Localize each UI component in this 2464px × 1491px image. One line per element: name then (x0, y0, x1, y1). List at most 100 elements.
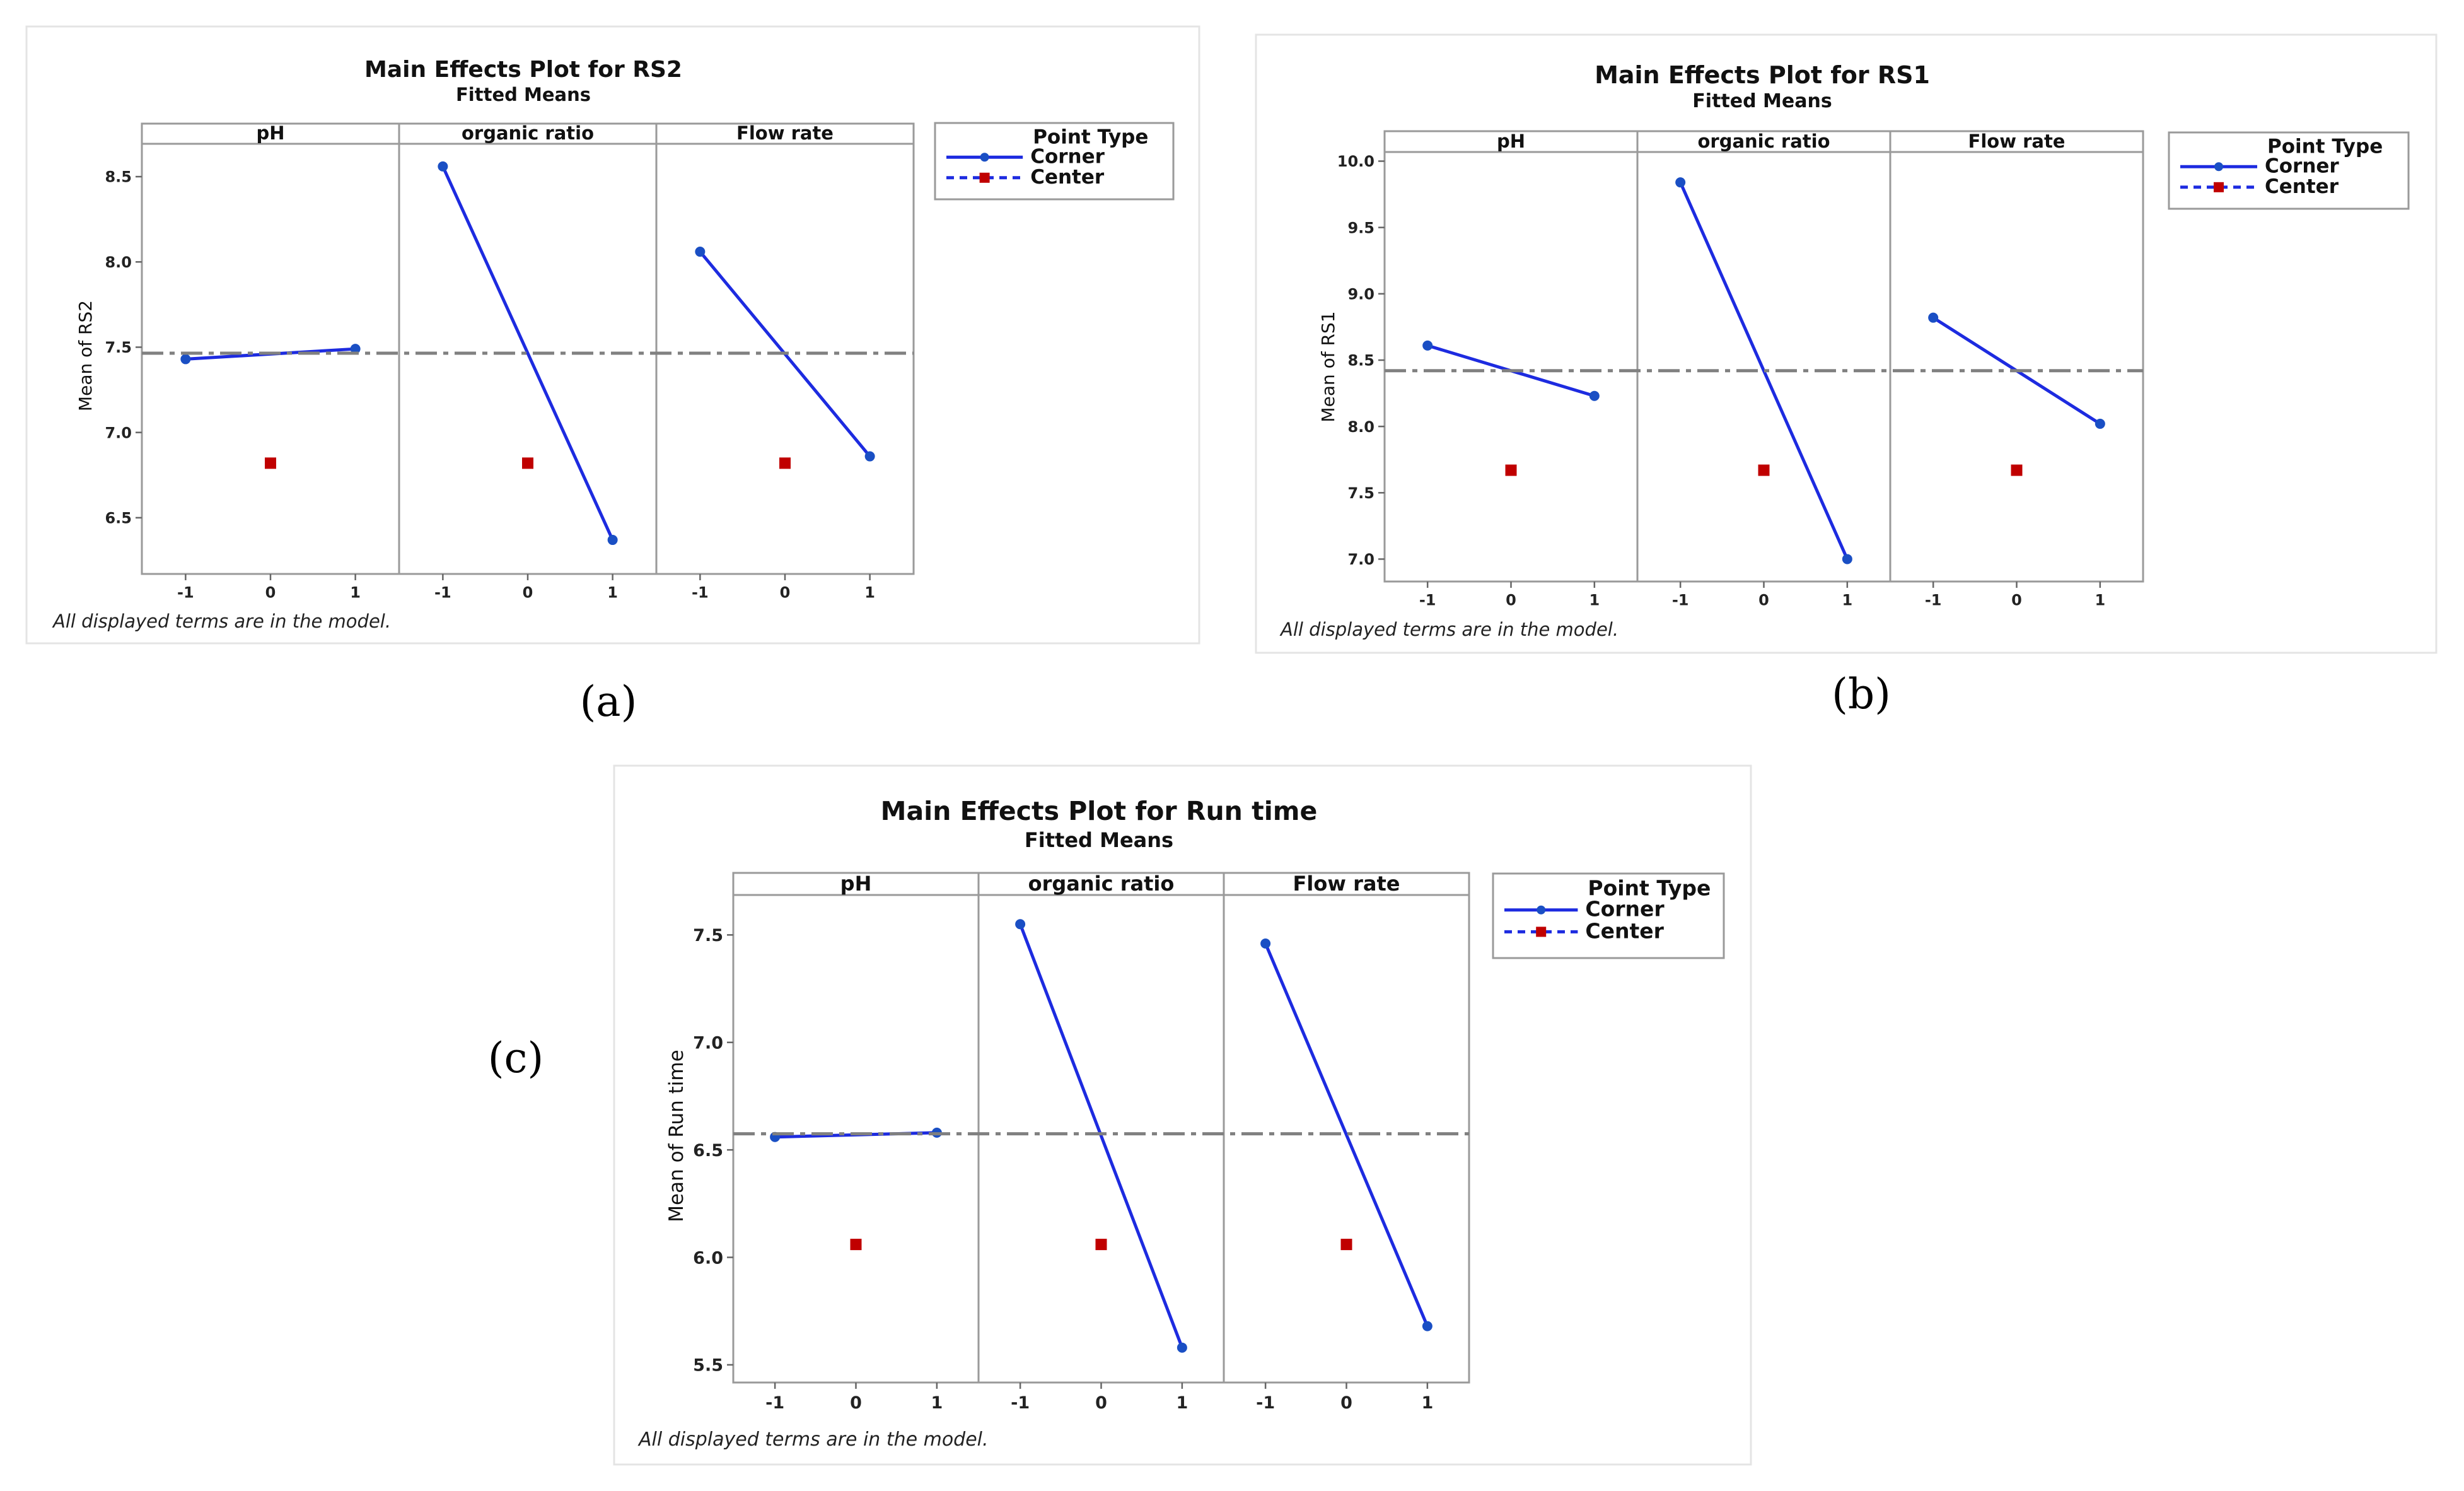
x-tick-label: -1 (765, 1393, 784, 1413)
factor-panel: organic ratio -1 0 1 (398, 122, 658, 602)
x-tick-label: 0 (523, 584, 533, 602)
panel-box (977, 872, 1225, 1384)
x-tick-label: 0 (1095, 1393, 1107, 1413)
strip-label: pH (1497, 131, 1525, 152)
center-point (522, 457, 533, 469)
center-point (1340, 1239, 1352, 1251)
y-tick-label: 6.0 (693, 1248, 723, 1268)
strip-label: Flow rate (1968, 131, 2066, 152)
footnote: All displayed terms are in the model. (637, 1429, 989, 1451)
y-tick-label: 8.0 (105, 254, 132, 271)
y-tick-label: 7.0 (1347, 551, 1374, 568)
chart-title: Main Effects Plot for RS2 (364, 57, 682, 83)
x-tick-label: 1 (1589, 592, 1600, 609)
chart-title: Main Effects Plot for RS1 (1595, 61, 1930, 89)
legend-corner-marker (980, 153, 989, 162)
chart-subtitle: Fitted Means (1692, 90, 1832, 112)
corner-point (1842, 554, 1852, 564)
factor-panel: Flow rate -1 0 1 (1223, 872, 1470, 1413)
x-tick-label: -1 (1925, 592, 1942, 609)
x-tick-label: 0 (1758, 592, 1769, 609)
corner-point (1422, 340, 1433, 351)
x-tick-label: -1 (1419, 592, 1436, 609)
x-tick-label: 1 (1421, 1393, 1433, 1413)
legend-box (2168, 131, 2410, 210)
panel-box (1636, 130, 1892, 583)
legend-center-label: Center (1585, 918, 1664, 943)
y-tick-label: 9.0 (1347, 285, 1374, 303)
center-point (779, 457, 791, 469)
y-tick-label: 7.0 (693, 1033, 723, 1053)
x-tick-label: 1 (1176, 1393, 1188, 1413)
y-axis-label: Mean of Run time (665, 1050, 688, 1222)
factor-panel: Flow rate -1 0 1 (655, 122, 915, 602)
legend-title: Point Type (1033, 126, 1148, 149)
x-tick-label: -1 (1011, 1393, 1030, 1413)
corner-point (1675, 177, 1686, 188)
legend-center-marker (1536, 927, 1547, 937)
y-tick-label: 6.5 (693, 1141, 723, 1161)
factor-panel: pH -1 0 1 (141, 122, 400, 602)
corner-point (864, 451, 875, 462)
footnote: All displayed terms are in the model. (52, 611, 391, 632)
x-tick-label: 1 (607, 584, 618, 602)
y-tick-label: 7.5 (105, 339, 132, 356)
x-tick-label: 1 (1842, 592, 1852, 609)
legend-box (1492, 872, 1725, 959)
x-tick-label: 0 (780, 584, 791, 602)
panel-box (655, 122, 915, 575)
legend-corner-marker (2214, 162, 2223, 172)
y-tick-label: 5.5 (693, 1356, 723, 1376)
x-tick-label: -1 (1672, 592, 1689, 609)
panel-box (732, 872, 980, 1384)
x-tick-label: -1 (177, 584, 194, 602)
corner-point (695, 247, 706, 257)
y-tick-label: 9.5 (1347, 219, 1374, 237)
y-tick-label: 8.5 (1347, 352, 1374, 370)
corner-point (1177, 1342, 1187, 1353)
strip-label: organic ratio (1028, 872, 1175, 896)
factor-panel: organic ratio -1 0 1 (1636, 130, 1892, 609)
legend-box (934, 122, 1175, 201)
legend-corner-label: Corner (2265, 155, 2339, 178)
corner-point (350, 344, 361, 354)
center-point (265, 457, 276, 469)
corner-point (1015, 919, 1026, 930)
panel-box (1889, 130, 2144, 583)
strip-label: organic ratio (462, 122, 594, 144)
panel-caption: (b) (1832, 670, 1891, 718)
footnote: All displayed terms are in the model. (1279, 619, 1618, 640)
y-tick-label: 7.0 (105, 424, 132, 441)
corner-line (1678, 182, 1849, 560)
x-tick-label: 0 (1340, 1393, 1352, 1413)
legend-center-marker (979, 172, 990, 183)
y-axis-label: Mean of RS2 (75, 300, 96, 411)
factor-panel: pH -1 0 1 (1383, 130, 1639, 609)
y-tick-label: 7.5 (1347, 484, 1374, 502)
center-point (2011, 464, 2023, 476)
chart-subtitle: Fitted Means (1025, 828, 1173, 852)
factor-panel: organic ratio -1 0 1 (977, 872, 1225, 1413)
legend-title: Point Type (2267, 136, 2383, 158)
panel-box (1223, 872, 1470, 1384)
factor-panel: pH -1 0 1 (732, 872, 980, 1413)
legend-title: Point Type (1588, 876, 1711, 901)
corner-point (1422, 1321, 1432, 1331)
legend-center-label: Center (2265, 175, 2339, 198)
legend-center-marker (2214, 182, 2224, 192)
center-point (1758, 464, 1770, 476)
corner-point (438, 161, 448, 172)
corner-point (180, 354, 191, 365)
chart-title: Main Effects Plot for Run time (881, 796, 1318, 826)
corner-line (1018, 923, 1184, 1348)
x-tick-label: -1 (692, 584, 709, 602)
corner-point (1260, 938, 1271, 949)
panel-caption: (c) (488, 1034, 543, 1082)
legend-corner-marker (1537, 905, 1546, 915)
corner-point (2095, 418, 2105, 429)
strip-label: organic ratio (1697, 131, 1830, 152)
